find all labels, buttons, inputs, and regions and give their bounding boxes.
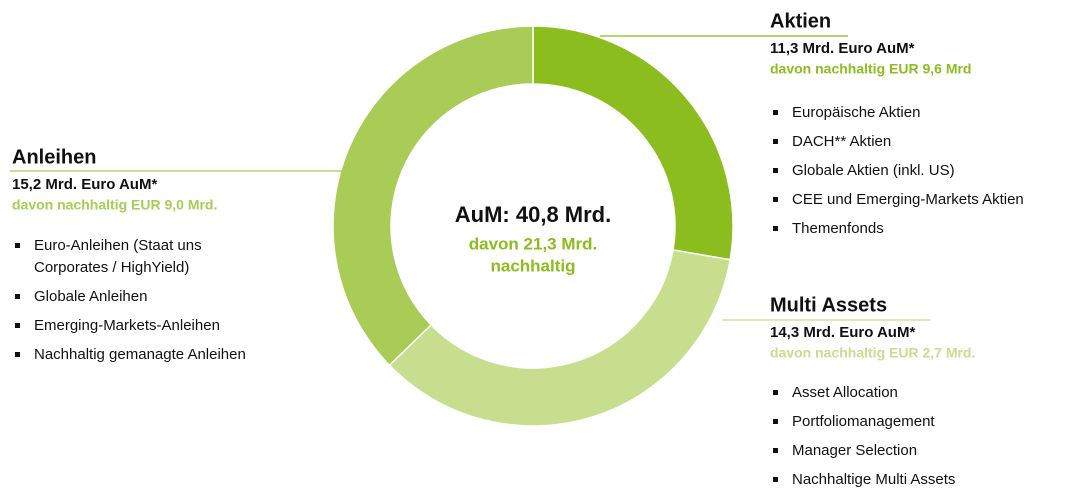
list-item: Globale Aktien (inkl. US) <box>792 162 955 179</box>
center-subtitle: davon 21,3 Mrd. <box>469 234 597 253</box>
donut-segment <box>388 249 732 427</box>
list-item: Portfoliomanagement <box>792 413 935 430</box>
list-item: DACH** Aktien <box>792 133 891 150</box>
list-item: Emerging-Markets-Anleihen <box>34 317 220 334</box>
list-item: Europäische Aktien <box>792 104 920 121</box>
segment-sustainable: davon nachhaltig EUR 9,6 Mrd <box>770 61 971 77</box>
bullet <box>15 352 20 357</box>
list-item: Themenfonds <box>792 220 884 237</box>
bullet <box>773 168 778 173</box>
bullet <box>773 226 778 231</box>
list-item: CEE und Emerging-Markets Aktien <box>792 191 1024 208</box>
list-item: Nachhaltige Multi Assets <box>792 471 955 488</box>
segment-title: Aktien <box>770 10 831 32</box>
segment-sustainable: davon nachhaltig EUR 2,7 Mrd. <box>770 345 975 361</box>
center-subtitle: nachhaltig <box>490 256 575 275</box>
list-item: Nachhaltig gemanagte Anleihen <box>34 346 246 363</box>
list-item: Corporates / HighYield) <box>34 259 189 276</box>
list-item: Globale Anleihen <box>34 288 147 305</box>
bullet <box>773 477 778 482</box>
bullet <box>773 197 778 202</box>
bullet <box>15 294 20 299</box>
list-item: Euro-Anleihen (Staat uns <box>34 237 202 254</box>
center-title: AuM: 40,8 Mrd. <box>455 202 611 227</box>
bullet <box>773 448 778 453</box>
donut-segment <box>332 25 534 367</box>
bullet <box>15 323 20 328</box>
segment-sustainable: davon nachhaltig EUR 9,0 Mrd. <box>12 197 217 213</box>
bullet <box>773 139 778 144</box>
bullet <box>15 243 20 248</box>
bullet <box>773 419 778 424</box>
segment-value: 14,3 Mrd. Euro AuM* <box>770 324 915 341</box>
list-item: Asset Allocation <box>792 384 898 401</box>
list-item: Manager Selection <box>792 442 917 459</box>
bullet <box>773 110 778 115</box>
segment-value: 11,3 Mrd. Euro AuM* <box>770 40 915 57</box>
donut-segment <box>532 25 734 261</box>
segment-value: 15,2 Mrd. Euro AuM* <box>12 176 157 193</box>
segment-title: Anleihen <box>12 146 96 168</box>
bullet <box>773 390 778 395</box>
segment-title: Multi Assets <box>770 294 887 316</box>
